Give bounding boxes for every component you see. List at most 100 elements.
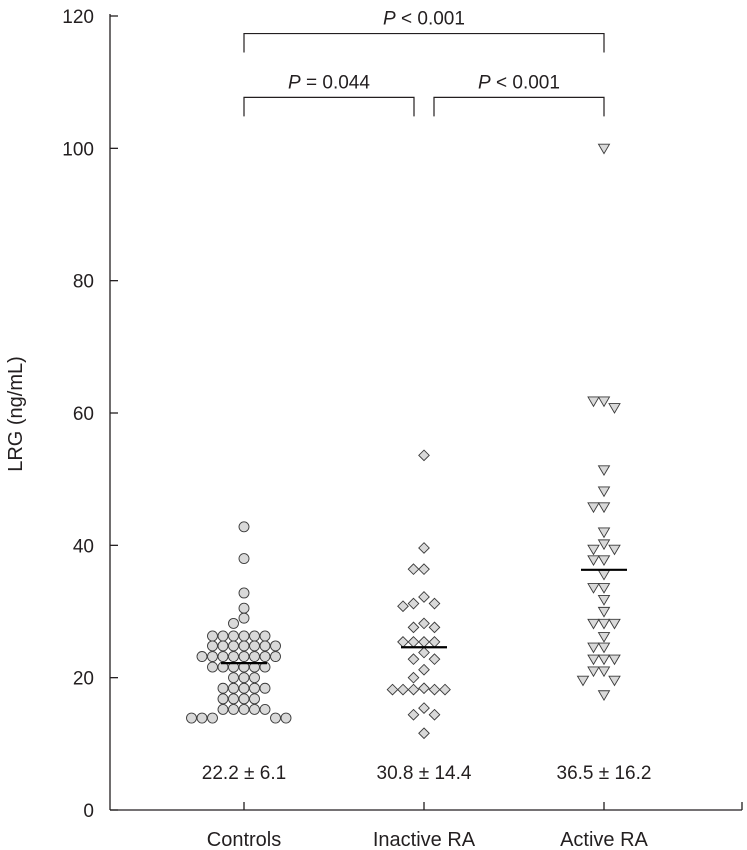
data-point-diamond (418, 682, 430, 695)
y-tick-label: 80 (73, 272, 94, 293)
data-point-triangle (597, 143, 611, 155)
data-points (186, 143, 621, 740)
data-point-circle (207, 640, 218, 652)
group-summary-label: 22.2 ± 6.1 (202, 763, 286, 784)
mean-lines (221, 568, 627, 665)
data-point-circle (249, 693, 260, 705)
data-point-circle (207, 630, 218, 642)
data-point-circle (217, 630, 229, 642)
group-summary-label: 30.8 ± 14.4 (377, 763, 472, 784)
data-point-diamond (428, 708, 441, 721)
data-point-diamond (418, 591, 430, 603)
data-point-diamond (407, 621, 420, 634)
data-point-triangle (597, 632, 611, 643)
data-point-triangle (587, 666, 600, 678)
data-point-diamond (418, 727, 430, 740)
x-tick-label: Controls (207, 829, 281, 850)
data-point-circle (249, 640, 260, 652)
data-point-circle (270, 640, 281, 652)
significance-bracket (243, 32, 605, 53)
data-point-circle (207, 712, 218, 724)
data-point-circle (217, 640, 229, 652)
data-point-circle (228, 630, 239, 642)
data-point-diamond (407, 563, 420, 576)
data-point-diamond (428, 653, 441, 666)
data-point-diamond (428, 621, 441, 634)
data-point-circle (228, 682, 239, 694)
data-point-triangle (597, 396, 611, 408)
data-point-triangle (597, 527, 611, 539)
y-axis-label: LRG (ng/mL) (5, 356, 27, 472)
data-point-diamond (418, 646, 430, 659)
data-point-circle (228, 651, 239, 662)
data-point-circle (238, 612, 250, 624)
data-point-diamond (418, 542, 430, 554)
data-point-triangle (608, 403, 621, 414)
data-point-circle (228, 617, 239, 629)
data-point-circle (249, 672, 260, 684)
x-tick-label: Active RA (560, 829, 648, 850)
data-point-triangle (608, 544, 621, 556)
data-point-circle (259, 640, 271, 652)
data-point-triangle (587, 544, 600, 556)
data-point-diamond (418, 702, 430, 714)
y-tick-label: 40 (73, 536, 94, 557)
data-point-triangle (597, 486, 611, 498)
data-point-circle (259, 630, 271, 642)
data-point-diamond (407, 636, 420, 648)
data-point-diamond (418, 636, 430, 648)
significance-bracket (433, 96, 605, 117)
data-point-circle (238, 682, 250, 694)
data-point-triangle (597, 502, 611, 514)
data-point-circle (280, 712, 292, 724)
data-point-triangle (587, 654, 600, 666)
y-tick-label: 20 (73, 669, 94, 690)
data-point-triangle (597, 654, 611, 666)
data-point-diamond (407, 683, 420, 696)
data-point-circle (217, 651, 229, 662)
group-summaries: 22.2 ± 6.1 30.8 ± 14.4 36.5 ± 16.2 (202, 763, 652, 784)
data-point-circle (196, 651, 208, 662)
data-point-circle (238, 602, 250, 614)
data-point-triangle (587, 618, 600, 630)
data-point-diamond (397, 636, 409, 648)
y-tick-label: 120 (62, 7, 94, 28)
data-point-diamond (418, 617, 430, 630)
significance-brackets: P = 0.044 P < 0.001 P < 0.001 (243, 9, 605, 117)
data-point-circle (259, 651, 271, 662)
data-point-diamond (418, 449, 430, 462)
data-point-circle (249, 682, 260, 694)
data-point-diamond (428, 683, 441, 696)
data-point-circle (186, 712, 197, 724)
data-point-circle (238, 672, 250, 684)
significance-bracket (243, 96, 415, 117)
data-point-diamond (407, 653, 420, 666)
data-point-circle (207, 661, 218, 673)
p-value-label: P = 0.044 (288, 72, 370, 93)
data-point-triangle (597, 465, 611, 477)
y-tick-label: 100 (62, 139, 94, 160)
data-point-circle (238, 651, 250, 662)
data-point-triangle (587, 642, 600, 654)
data-point-triangle (608, 654, 621, 666)
data-point-circle (270, 651, 281, 662)
data-point-diamond (407, 671, 420, 684)
data-point-triangle (608, 618, 621, 630)
data-point-circle (249, 703, 260, 715)
data-point-triangle (597, 642, 611, 654)
data-point-triangle (597, 595, 611, 606)
data-point-diamond (418, 663, 430, 676)
data-point-diamond (397, 600, 409, 613)
data-point-triangle (587, 555, 600, 567)
data-point-circle (238, 587, 250, 599)
data-point-circle (228, 703, 239, 715)
data-point-triangle (597, 666, 611, 678)
data-point-circle (228, 693, 239, 705)
data-point-diamond (428, 636, 441, 648)
data-point-circle (238, 703, 250, 715)
data-point-triangle (597, 606, 611, 618)
data-point-triangle (587, 502, 600, 514)
p-value-label: P < 0.001 (478, 72, 560, 93)
data-point-circle (228, 640, 239, 652)
